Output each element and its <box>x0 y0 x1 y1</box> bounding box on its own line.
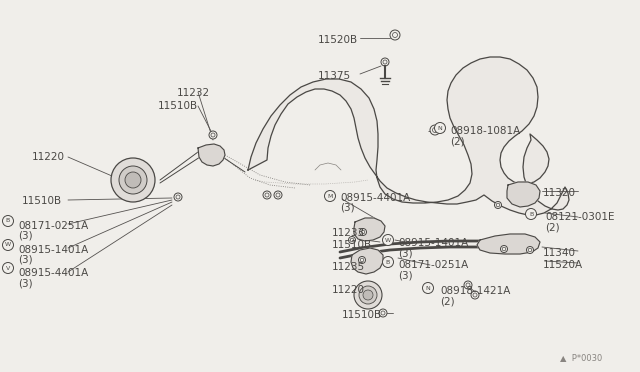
Text: 08915-1401A: 08915-1401A <box>18 245 88 255</box>
Text: (2): (2) <box>450 136 465 146</box>
Polygon shape <box>351 248 383 274</box>
Polygon shape <box>354 218 385 241</box>
Circle shape <box>3 263 13 273</box>
Circle shape <box>274 191 282 199</box>
Circle shape <box>354 281 382 309</box>
Text: 11510B: 11510B <box>158 101 198 111</box>
Circle shape <box>263 191 271 199</box>
Circle shape <box>174 193 182 201</box>
Circle shape <box>525 208 536 219</box>
Text: B: B <box>386 260 390 264</box>
Polygon shape <box>477 234 540 254</box>
Text: 08918-1081A: 08918-1081A <box>450 126 520 136</box>
Circle shape <box>500 246 508 253</box>
Circle shape <box>119 166 147 194</box>
Text: 11220: 11220 <box>332 285 365 295</box>
Text: 08915-1401A: 08915-1401A <box>398 238 468 248</box>
Text: 08121-0301E: 08121-0301E <box>545 212 614 222</box>
Text: 08915-4401A: 08915-4401A <box>340 193 410 203</box>
Circle shape <box>324 190 335 202</box>
Text: (3): (3) <box>398 271 413 281</box>
Text: 11510B: 11510B <box>22 196 62 206</box>
Text: 11520A: 11520A <box>543 260 583 270</box>
Text: N: N <box>426 285 430 291</box>
Text: ▲  P*0030: ▲ P*0030 <box>560 353 602 362</box>
Circle shape <box>111 158 155 202</box>
Text: (3): (3) <box>340 203 355 213</box>
Circle shape <box>359 286 377 304</box>
Text: B: B <box>6 218 10 224</box>
Text: 11340: 11340 <box>543 248 576 258</box>
Circle shape <box>209 131 217 139</box>
Circle shape <box>383 234 394 246</box>
Circle shape <box>3 215 13 227</box>
Polygon shape <box>507 182 540 207</box>
Text: (2): (2) <box>545 222 559 232</box>
Text: W: W <box>5 243 11 247</box>
Text: (2): (2) <box>440 296 454 306</box>
Circle shape <box>360 228 367 235</box>
Circle shape <box>390 30 400 40</box>
Circle shape <box>435 122 445 134</box>
Text: B: B <box>529 212 533 217</box>
Text: 08915-4401A: 08915-4401A <box>18 268 88 278</box>
Circle shape <box>495 202 502 208</box>
Text: (3): (3) <box>18 231 33 241</box>
Polygon shape <box>248 57 569 215</box>
Text: 08918-1421A: 08918-1421A <box>440 286 510 296</box>
Circle shape <box>383 257 394 267</box>
Text: 11510B: 11510B <box>342 310 382 320</box>
Text: (3): (3) <box>18 255 33 265</box>
Text: 11320: 11320 <box>543 188 576 198</box>
Text: 11220: 11220 <box>32 152 65 162</box>
Circle shape <box>379 309 387 317</box>
Text: 11375: 11375 <box>318 71 351 81</box>
Circle shape <box>349 237 355 244</box>
Circle shape <box>358 257 365 263</box>
Circle shape <box>471 291 479 299</box>
Polygon shape <box>198 144 225 166</box>
Circle shape <box>430 125 440 135</box>
Circle shape <box>422 282 433 294</box>
Text: (3): (3) <box>398 249 413 259</box>
Circle shape <box>464 281 472 289</box>
Circle shape <box>3 240 13 250</box>
Text: M: M <box>327 193 333 199</box>
Text: N: N <box>438 125 442 131</box>
Circle shape <box>125 172 141 188</box>
Circle shape <box>381 58 389 66</box>
Text: 11233: 11233 <box>332 228 365 238</box>
Text: V: V <box>6 266 10 270</box>
Text: 11235: 11235 <box>332 262 365 272</box>
Text: W: W <box>385 237 391 243</box>
Text: 08171-0251A: 08171-0251A <box>398 260 468 270</box>
Text: (3): (3) <box>18 278 33 288</box>
Text: 11520B: 11520B <box>318 35 358 45</box>
Text: 08171-0251A: 08171-0251A <box>18 221 88 231</box>
Text: 11510B: 11510B <box>332 240 372 250</box>
Circle shape <box>363 290 373 300</box>
Text: 11232: 11232 <box>177 88 210 98</box>
Circle shape <box>527 247 534 253</box>
